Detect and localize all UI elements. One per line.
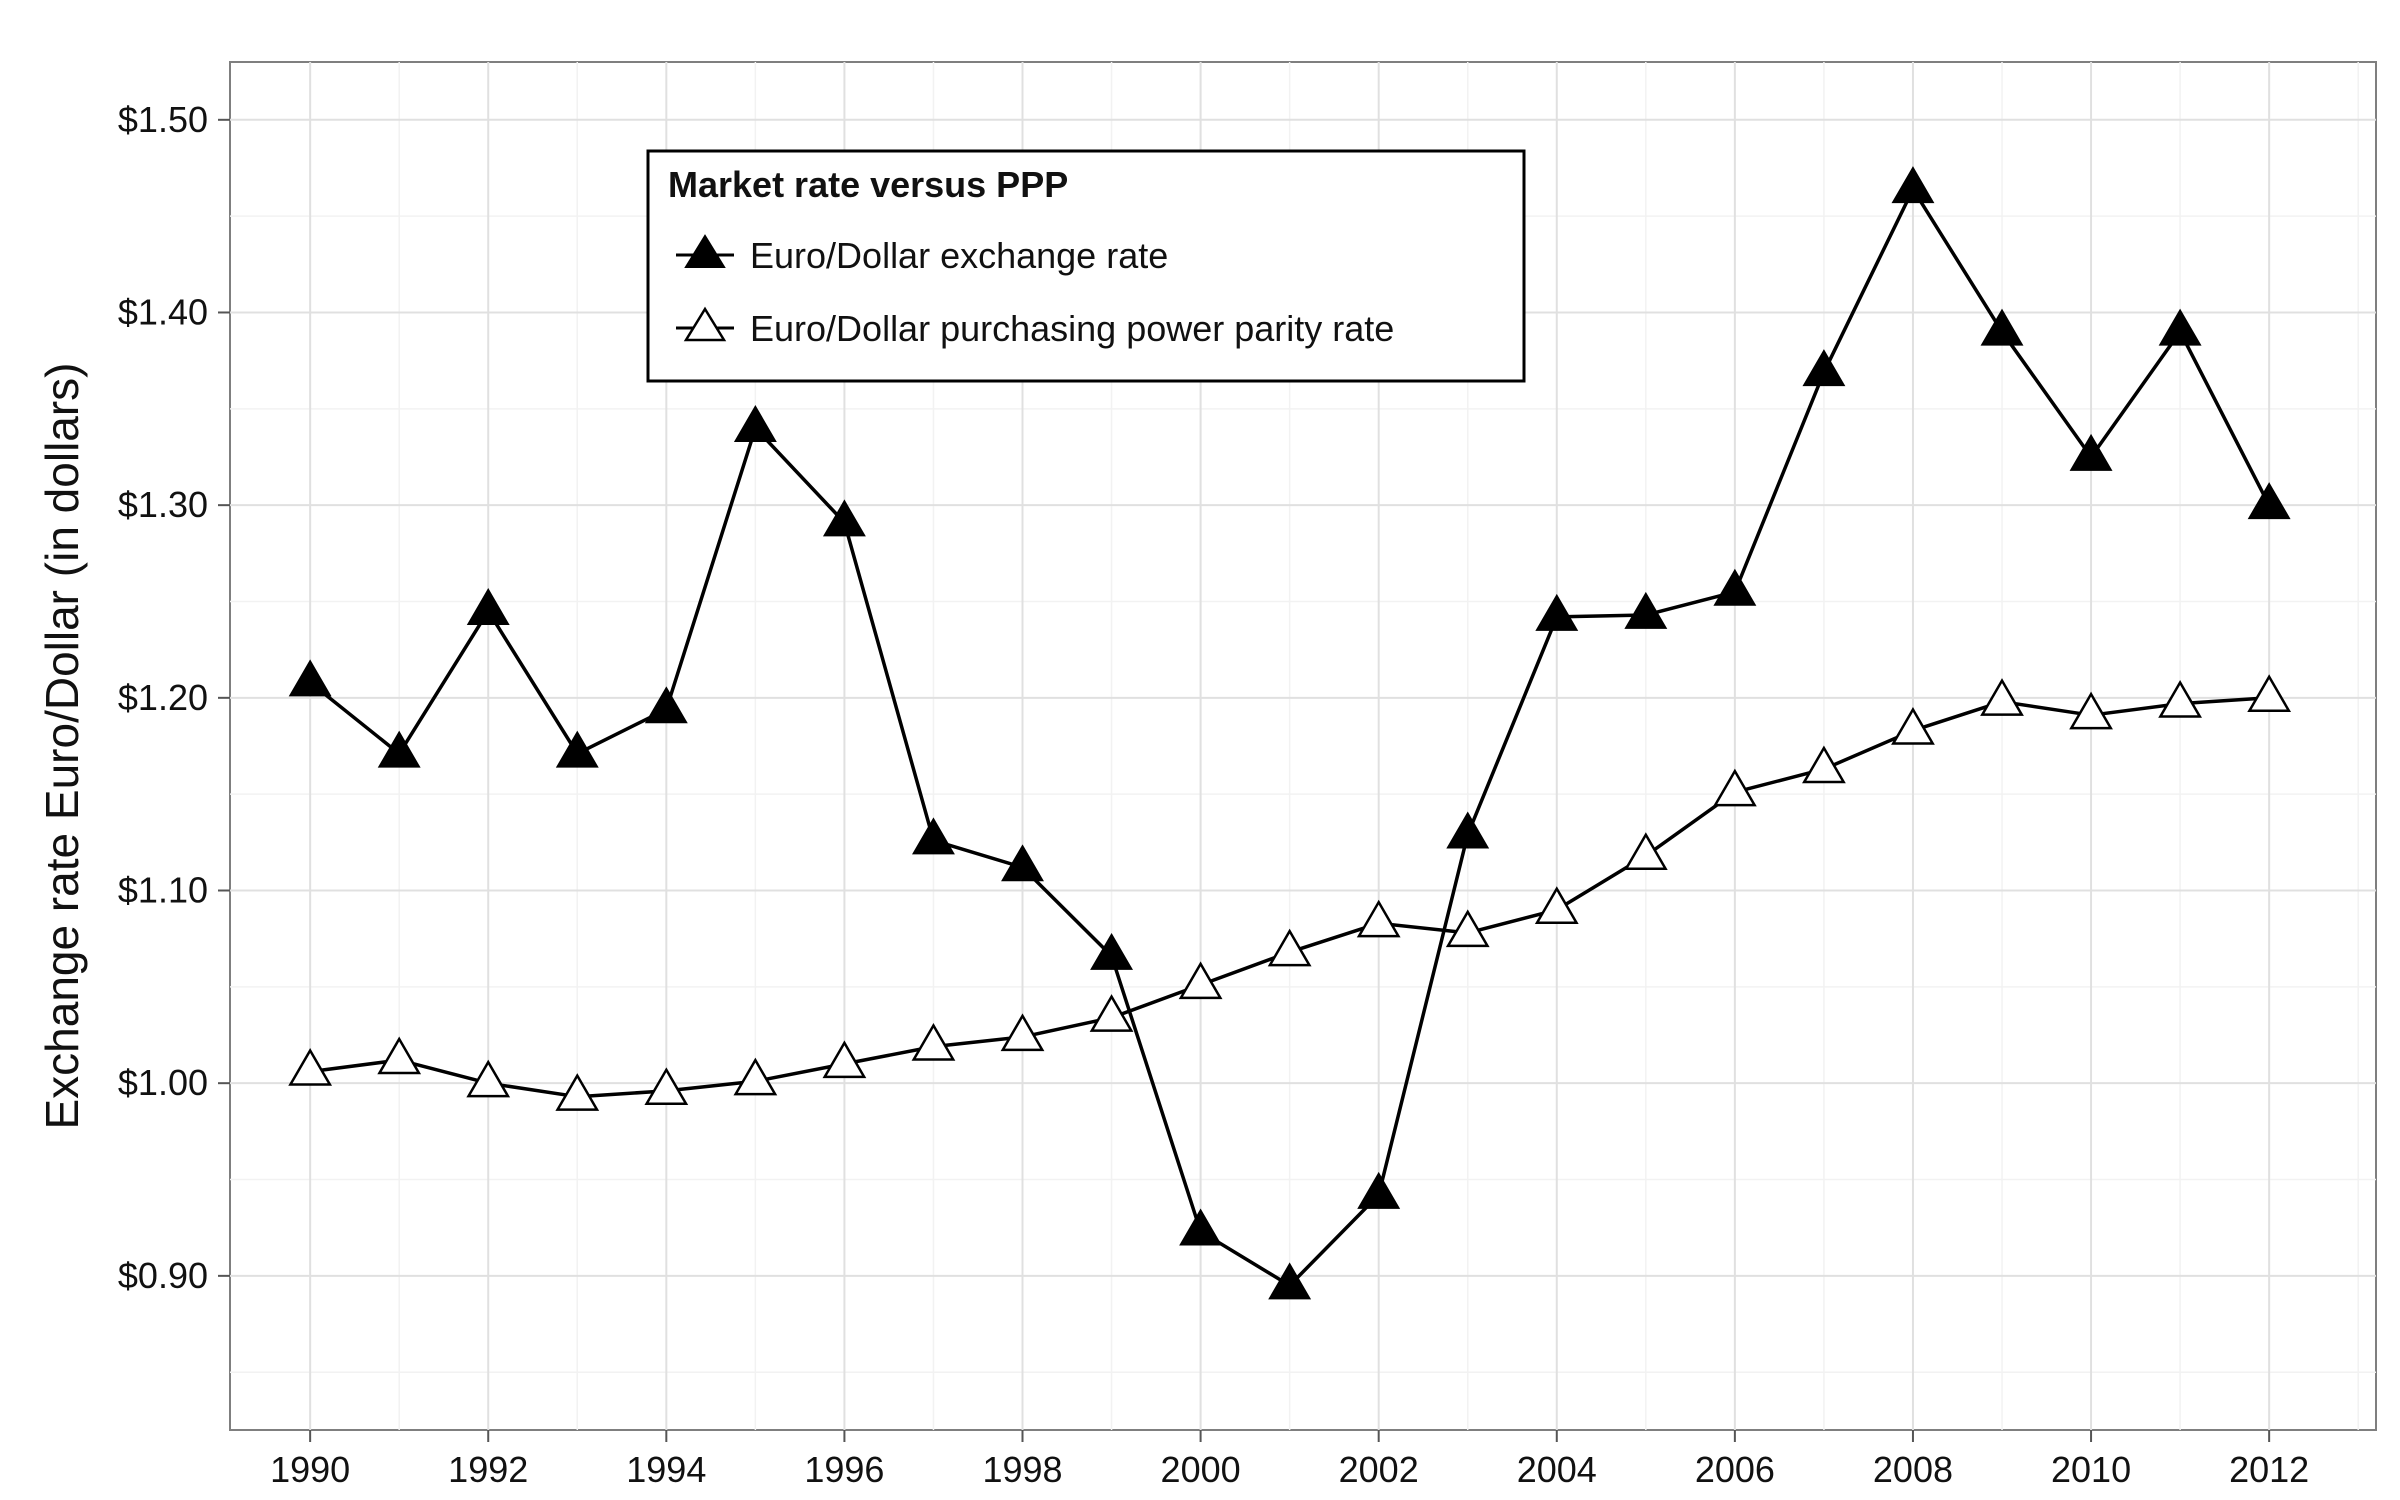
y-tick-label: $1.40 — [118, 291, 208, 332]
open-triangle-icon — [683, 306, 727, 342]
exchange-rate-point — [1001, 844, 1044, 882]
exchange-rate-point — [377, 730, 421, 768]
exchange-rate-point — [1802, 349, 1846, 387]
ppp-rate-point — [555, 1073, 600, 1111]
exchange-rate-point — [1713, 568, 1757, 606]
ppp-rate-point — [1445, 909, 1490, 948]
y-tick-label: $1.50 — [118, 99, 208, 140]
x-tick-label: 2002 — [1339, 1449, 1419, 1490]
legend-title: Market rate versus PPP — [668, 164, 1068, 205]
legend-item-exchange-rate: Euro/Dollar exchange rate — [676, 234, 1168, 276]
exchange-rate-point — [1446, 811, 1490, 849]
exchange-rate-point — [1891, 166, 1935, 204]
x-tick-label: 2012 — [2229, 1449, 2309, 1490]
ppp-rate-point — [288, 1048, 333, 1086]
exchange-rate-point — [466, 588, 510, 626]
x-tick-label: 2010 — [2051, 1449, 2131, 1490]
y-tick-label: $1.30 — [118, 484, 208, 525]
exchange-rate-point — [2158, 308, 2202, 346]
exchange-rate-point — [288, 659, 332, 697]
ppp-rate-point — [377, 1036, 422, 1075]
exchange-rate-point — [2069, 433, 2113, 471]
ppp-rate-point — [466, 1059, 511, 1098]
x-tick-label: 2004 — [1517, 1449, 1597, 1490]
ppp-rate-point — [822, 1040, 867, 1079]
exchange-rate-point — [733, 405, 777, 443]
ppp-rate-point — [1089, 994, 1134, 1032]
exchange-rate-point — [1535, 593, 1579, 631]
axes: $0.90 $1.00 $1.10 $1.20 $1.30 $1.40 $1.50 1990 1… — [118, 99, 2309, 1490]
ppp-rate-point — [1712, 768, 1757, 807]
y-tick-label: $1.10 — [118, 870, 208, 911]
legend-label-ppp-rate: Euro/Dollar purchasing power parity rate — [750, 308, 1394, 349]
ppp-rate-point — [1178, 961, 1223, 1000]
exchange-rate-point — [822, 499, 866, 537]
y-tick-label: $1.20 — [118, 677, 208, 718]
x-tick-label: 1996 — [804, 1449, 884, 1490]
ppp-rate-point — [911, 1022, 956, 1061]
legend-label-exchange-rate: Euro/Dollar exchange rate — [750, 235, 1168, 276]
ppp-rate-point — [1534, 886, 1579, 924]
y-tick-label: $0.90 — [118, 1255, 208, 1296]
ppp-rate-point — [1356, 899, 1401, 938]
x-tick-label: 1990 — [270, 1449, 350, 1490]
exchange-rate-point — [1624, 591, 1668, 629]
ppp-rate-point — [1000, 1013, 1045, 1052]
ppp-rate-point — [2247, 674, 2292, 713]
ppp-rate-point — [2069, 691, 2113, 730]
exchange-rate-point — [1980, 308, 2024, 346]
exchange-rate-point — [1357, 1171, 1401, 1209]
exchange-rate-point — [1090, 932, 1134, 970]
exchange-rate-point — [1179, 1208, 1223, 1246]
exchange-rate-point — [644, 686, 688, 724]
x-tick-label: 1998 — [982, 1449, 1062, 1490]
legend-item-ppp-rate: Euro/Dollar purchasing power parity rate — [676, 306, 1394, 349]
y-tick-label: $1.00 — [118, 1062, 208, 1103]
x-tick-label: 2006 — [1695, 1449, 1775, 1490]
exchange-rate-point — [912, 817, 955, 855]
exchange-rate-point — [2247, 482, 2291, 520]
ppp-rate-point — [1980, 678, 2024, 716]
exchange-rate-point — [555, 730, 599, 768]
ppp-rate-point — [1267, 928, 1312, 967]
ppp-rate-point — [1802, 745, 1846, 784]
filled-triangle-icon — [684, 234, 726, 268]
x-tick-label: 1992 — [448, 1449, 528, 1490]
legend-box — [646, 149, 1526, 383]
ppp-rate-point — [1623, 832, 1668, 870]
x-tick-label: 1994 — [626, 1449, 706, 1490]
x-tick-label: 2008 — [1873, 1449, 1953, 1490]
exchange-rate-point — [1268, 1262, 1312, 1300]
ppp-rate-point — [733, 1057, 778, 1096]
ppp-rate-point — [2158, 680, 2202, 718]
x-tick-label: 2000 — [1161, 1449, 1241, 1490]
legend: Market rate versus PPP Euro/Dollar excha… — [646, 149, 1526, 383]
ppp-rate-point — [644, 1067, 689, 1106]
y-axis-title: Exchange rate Euro/Dollar (in dollars) — [36, 362, 88, 1129]
ppp-rate-point — [1891, 707, 1935, 745]
series-layer — [288, 166, 2292, 1300]
